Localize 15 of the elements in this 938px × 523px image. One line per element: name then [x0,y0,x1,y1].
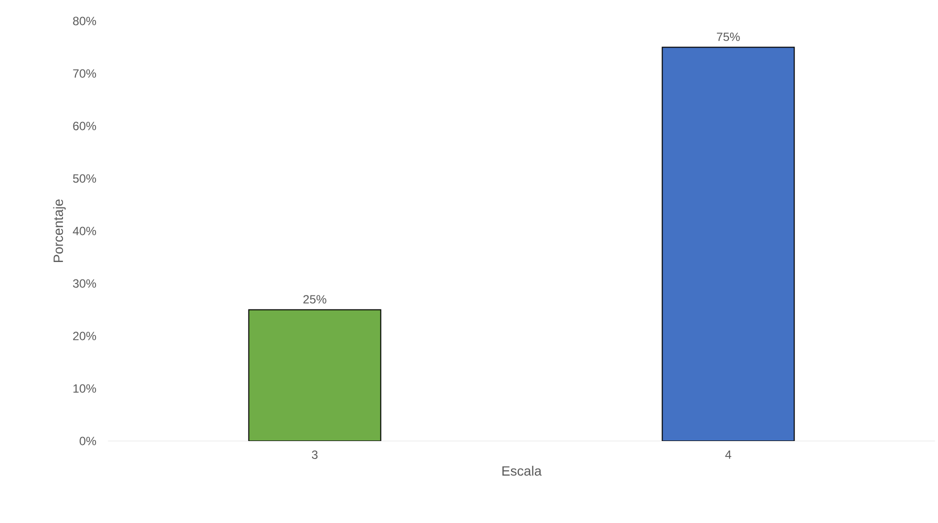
y-tick-label: 20% [73,332,96,340]
y-tick-label: 10% [73,384,96,393]
x-tick-label: 4 [725,450,732,459]
y-axis-title: Porcentaje [53,199,66,262]
y-tick-label: 70% [73,69,96,78]
y-tick-label: 80% [73,16,96,26]
x-axis-title: Escala [502,466,542,476]
y-tick-label: 40% [72,226,96,236]
data-label: 25% [303,295,326,304]
y-tick-label: 0% [80,436,96,446]
y-tick-label: 30% [73,279,96,288]
y-tick-label: 50% [73,174,96,183]
x-tick-label: 3 [312,450,318,459]
data-label: 75% [716,32,740,42]
y-tick-label: 60% [73,122,96,130]
